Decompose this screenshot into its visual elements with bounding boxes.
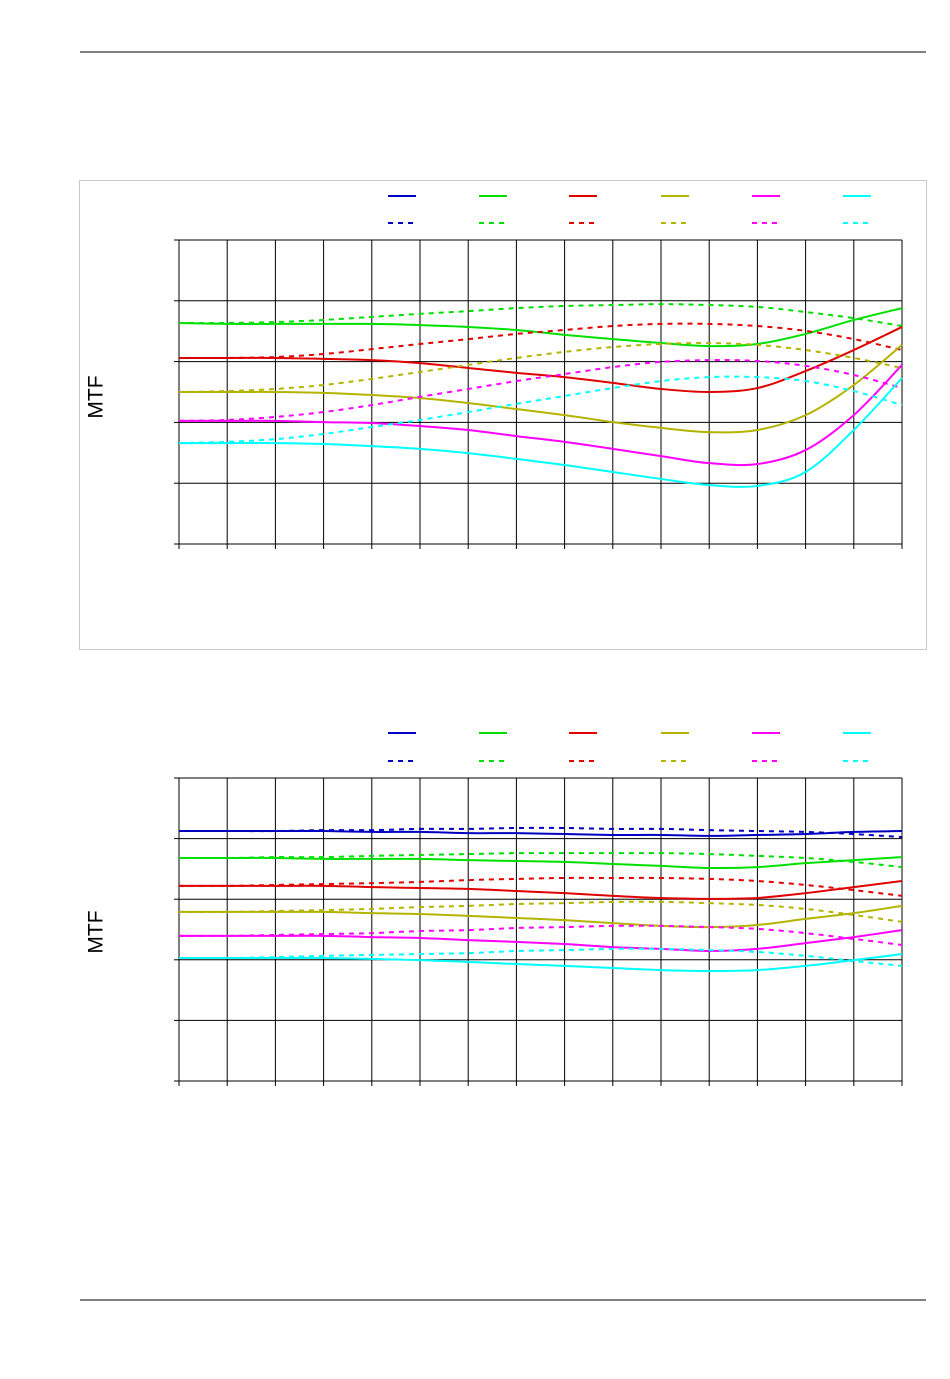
series-line (178, 852, 903, 869)
series-line (179, 856, 903, 870)
series-line (178, 359, 903, 422)
series-line (178, 900, 903, 923)
series-line (178, 364, 903, 467)
series-line (178, 322, 903, 360)
series-line (179, 929, 903, 953)
series-line (178, 953, 903, 973)
series-line (179, 904, 903, 929)
series-line (178, 303, 903, 328)
series-line (179, 826, 903, 839)
series-line (179, 344, 903, 434)
series-line (178, 375, 903, 445)
series-line (179, 880, 903, 900)
series-line (178, 326, 903, 394)
series-line (179, 377, 903, 488)
series-line (178, 947, 903, 967)
series-line (178, 342, 903, 393)
y-axis-label: MTF (85, 910, 108, 953)
chart-frame (79, 180, 927, 650)
series-line (178, 307, 903, 348)
series-line (178, 924, 903, 946)
series-line (178, 876, 903, 897)
y-axis-label: MTF (85, 375, 108, 418)
